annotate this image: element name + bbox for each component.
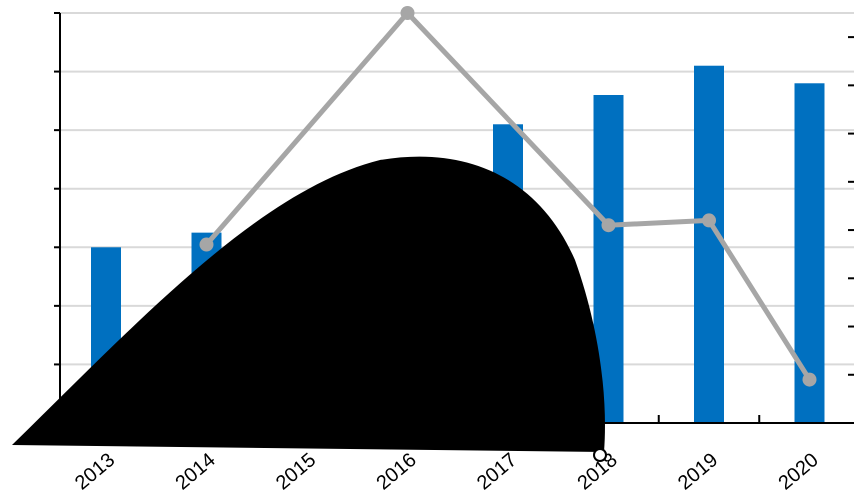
bar bbox=[694, 65, 724, 423]
line-point bbox=[199, 237, 214, 252]
x-tick-label: 2016 bbox=[372, 449, 420, 494]
x-tick-label: 2015 bbox=[272, 449, 320, 494]
x-tick-label: 2017 bbox=[473, 449, 521, 494]
x-tick-label: 2019 bbox=[674, 449, 722, 494]
line-point bbox=[702, 213, 716, 228]
line-series bbox=[199, 6, 817, 387]
line-point bbox=[802, 372, 817, 387]
black-blob-occluder bbox=[12, 156, 605, 453]
bar bbox=[794, 83, 825, 424]
line-point bbox=[601, 218, 616, 233]
x-tick-label: 2014 bbox=[171, 449, 219, 494]
x-tick-label: 2013 bbox=[71, 449, 119, 494]
x-tick-labels: 2013 2014 2015 2016 2017 2018 2019 2020 bbox=[71, 449, 823, 494]
line-point bbox=[400, 6, 415, 20]
x-tick-label: 2020 bbox=[774, 449, 822, 494]
blob-edge-marker bbox=[593, 448, 607, 462]
